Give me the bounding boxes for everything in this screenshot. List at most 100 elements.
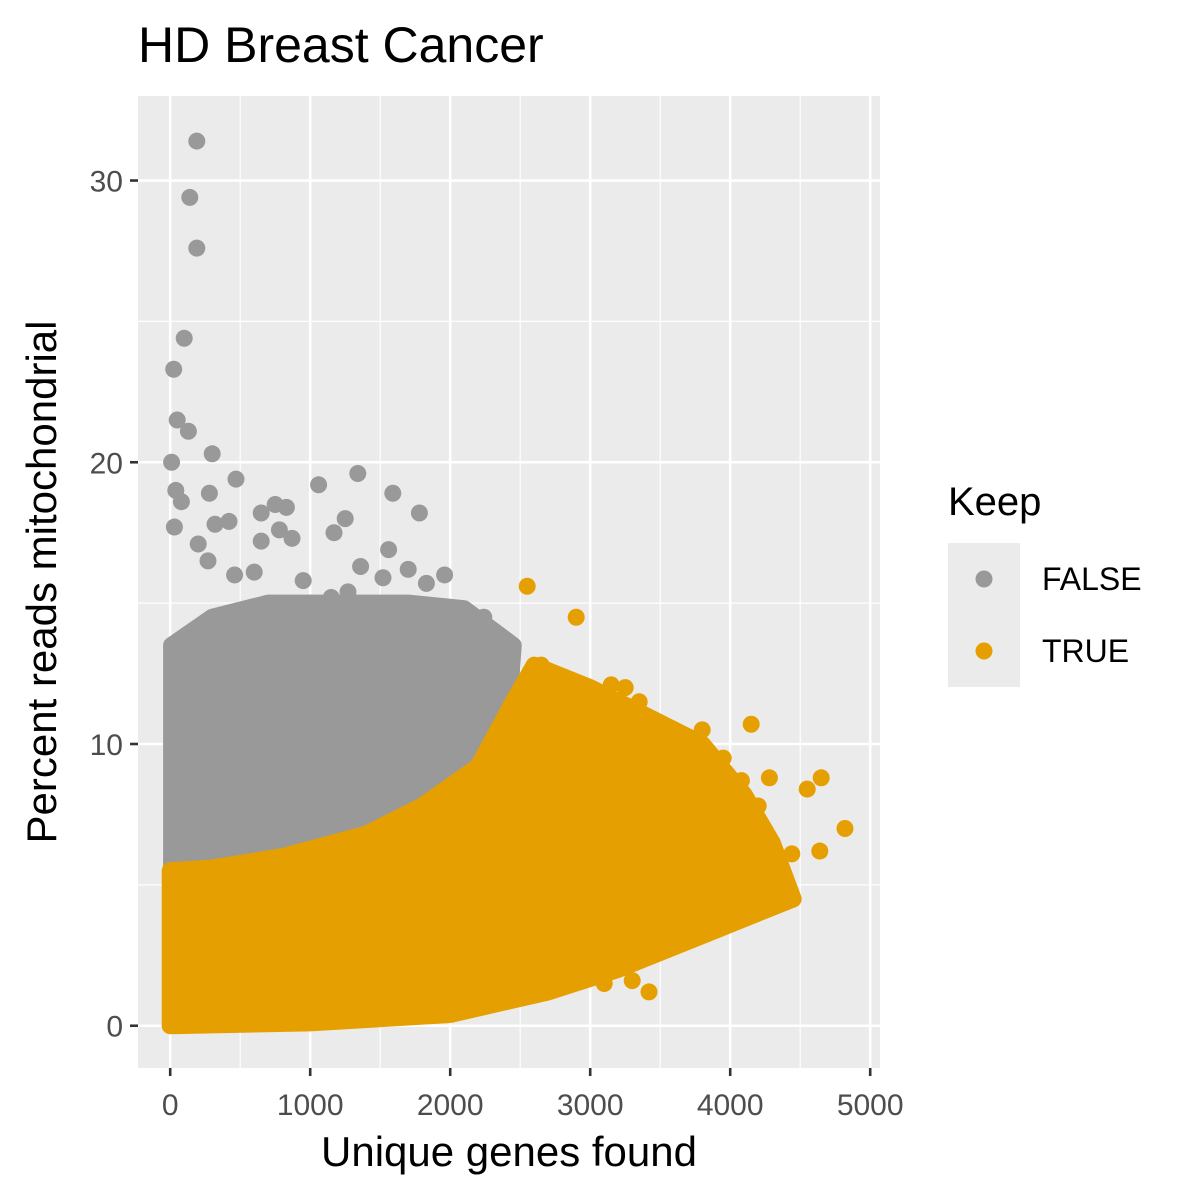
true-point	[616, 679, 634, 697]
true-point	[728, 834, 746, 852]
true-point	[665, 918, 683, 936]
x-axis: 0 1000 2000 3000 4000 5000	[162, 1068, 904, 1122]
true-point	[693, 721, 711, 739]
false-point	[454, 605, 472, 623]
false-point	[380, 541, 398, 559]
true-point	[760, 769, 778, 787]
false-point	[181, 188, 199, 206]
true-point	[742, 890, 760, 908]
false-point	[199, 552, 217, 570]
false-point	[392, 603, 410, 621]
true-point	[518, 577, 536, 595]
false-point	[426, 608, 444, 626]
false-point	[270, 521, 288, 539]
y-axis: 0 10 20 30	[90, 166, 138, 1044]
legend: Keep FALSE TRUE	[948, 480, 1142, 687]
points-layer	[161, 132, 854, 1035]
false-point	[245, 563, 263, 581]
false-point	[339, 583, 357, 601]
true-point	[651, 735, 669, 753]
y-tick-label: 30	[90, 166, 123, 199]
true-point	[679, 834, 697, 852]
false-point	[325, 524, 343, 542]
false-point	[165, 518, 183, 536]
false-point	[294, 572, 312, 590]
false-point	[301, 594, 319, 612]
true-point	[640, 983, 658, 1001]
false-point	[168, 411, 186, 429]
x-tick-label: 2000	[417, 1089, 484, 1122]
true-point	[714, 856, 732, 874]
legend-key-false	[975, 570, 993, 588]
false-point	[203, 445, 221, 463]
legend-key-true	[975, 642, 993, 660]
y-tick-label: 10	[90, 729, 123, 762]
legend-key-background	[948, 543, 1020, 687]
false-point	[188, 132, 206, 150]
true-point	[749, 797, 767, 815]
false-point	[163, 453, 181, 471]
false-point	[273, 605, 291, 623]
false-point	[283, 529, 301, 547]
false-point	[252, 504, 270, 522]
false-point	[179, 422, 197, 440]
legend-label-false: FALSE	[1042, 561, 1142, 597]
true-point-cloud	[161, 656, 802, 1035]
false-point	[259, 636, 277, 654]
y-tick-label: 20	[90, 447, 123, 480]
false-point	[172, 493, 190, 511]
false-point	[410, 504, 428, 522]
true-point	[623, 972, 641, 990]
false-point	[277, 498, 295, 516]
true-point	[595, 974, 613, 992]
y-axis-title: Percent reads mitochondrial	[18, 321, 65, 844]
true-point	[707, 791, 725, 809]
false-point	[227, 470, 245, 488]
false-point	[226, 566, 244, 584]
true-point	[714, 749, 732, 767]
false-point	[200, 484, 218, 502]
x-tick-label: 4000	[697, 1089, 764, 1122]
false-point	[374, 569, 392, 587]
false-point	[322, 588, 340, 606]
false-point	[500, 634, 518, 652]
false-point	[399, 560, 417, 578]
true-point	[811, 842, 829, 860]
true-point	[532, 656, 550, 674]
false-point	[436, 566, 454, 584]
false-point	[357, 600, 375, 618]
true-point	[700, 890, 718, 908]
y-tick-label: 0	[106, 1011, 123, 1044]
false-point	[252, 532, 270, 550]
false-point	[336, 510, 354, 528]
x-tick-label: 0	[162, 1089, 179, 1122]
true-point	[812, 769, 830, 787]
false-point	[475, 608, 493, 626]
x-tick-label: 5000	[837, 1089, 904, 1122]
true-point	[567, 608, 585, 626]
true-point	[742, 715, 760, 733]
true-point	[553, 676, 571, 694]
true-point	[602, 676, 620, 694]
false-point	[188, 239, 206, 257]
false-point	[165, 360, 183, 378]
true-point	[630, 693, 648, 711]
true-point	[783, 845, 801, 863]
true-point	[798, 780, 816, 798]
true-point	[732, 772, 750, 790]
false-point	[310, 476, 328, 494]
legend-title: Keep	[948, 480, 1041, 524]
false-point	[220, 512, 238, 530]
x-tick-label: 1000	[277, 1089, 344, 1122]
true-point	[836, 820, 854, 838]
true-point	[770, 856, 788, 874]
false-point	[364, 628, 382, 646]
true-point	[686, 901, 704, 919]
false-point	[384, 484, 402, 502]
false-point	[206, 515, 224, 533]
false-point	[349, 465, 367, 483]
chart-title: HD Breast Cancer	[138, 17, 544, 73]
legend-label-true: TRUE	[1042, 633, 1129, 669]
false-point	[352, 558, 370, 576]
